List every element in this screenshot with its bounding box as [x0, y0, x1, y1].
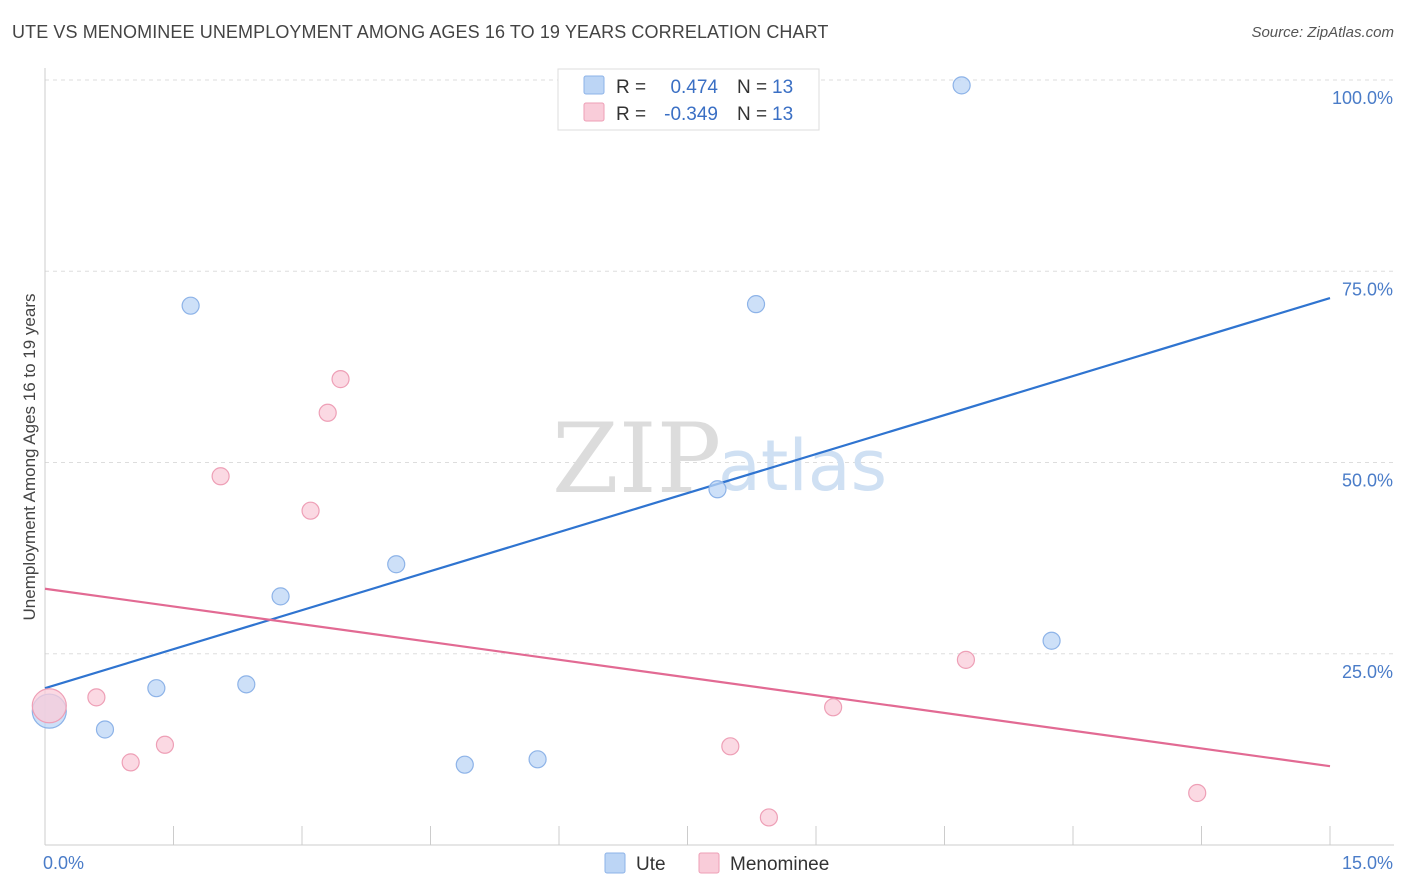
legend-swatch-menominee [583, 102, 605, 122]
point-menominee-8 [721, 737, 740, 756]
point-ute-5 [271, 587, 290, 606]
trend-line-menominee [44, 587, 1331, 768]
point-menominee-12 [1188, 783, 1207, 803]
legend-n-value-ute: 13 [772, 77, 793, 98]
point-menominee-5 [301, 501, 320, 520]
x-tick-label-15: 15.0% [1342, 853, 1393, 873]
legend-r-label-ute: R = [616, 77, 646, 98]
point-menominee-7 [331, 370, 350, 389]
point-menominee-1 [87, 688, 106, 707]
legend-r-value-menominee: -0.349 [664, 104, 718, 125]
point-ute-8 [528, 750, 547, 769]
point-ute-7 [455, 755, 474, 774]
point-menominee-4 [211, 467, 230, 486]
point-ute-4 [237, 675, 256, 694]
legend-n-label-menominee: N = [737, 104, 767, 125]
point-ute-1 [95, 720, 115, 739]
legend-r-label-menominee: R = [616, 104, 646, 125]
point-menominee-2 [121, 753, 140, 772]
trend-lines [44, 296, 1331, 768]
point-menominee-0 [31, 688, 67, 724]
legend-r-value-ute: 0.474 [670, 77, 718, 98]
bottom-legend-label-ute: Ute [636, 854, 666, 875]
point-menominee-6 [318, 403, 337, 422]
legend-swatch-ute [583, 75, 605, 95]
y-tick-label-50: 50.0% [1342, 471, 1393, 491]
point-menominee-9 [759, 808, 778, 827]
point-ute-12 [1042, 631, 1061, 650]
x-ticks [173, 826, 1331, 845]
y-tick-label-100: 100.0% [1332, 88, 1393, 108]
bottom-legend-swatch-ute [604, 852, 626, 874]
gridlines [45, 79, 1394, 655]
point-menominee-11 [956, 650, 976, 669]
chart-title: UTE VS MENOMINEE UNEMPLOYMENT AMONG AGES… [12, 22, 829, 42]
trend-line-ute [44, 296, 1331, 690]
legend-n-value-menominee: 13 [772, 104, 793, 125]
point-ute-2 [147, 679, 166, 698]
bottom-legend-swatch-menominee [698, 852, 720, 874]
point-ute-11 [952, 76, 971, 95]
y-tick-label-75: 75.0% [1342, 279, 1393, 299]
watermark-zip: ZIP [552, 403, 721, 515]
point-ute-9 [708, 480, 727, 499]
x-tick-labels: 0.0% 15.0% [43, 853, 1393, 873]
point-ute-3 [181, 296, 200, 315]
x-tick-label-0: 0.0% [43, 853, 84, 873]
top-legend: R = 0.474 N = 13 R = -0.349 N = 13 [557, 68, 820, 131]
point-menominee-10 [824, 698, 843, 717]
point-ute-6 [387, 555, 406, 574]
legend-n-label-ute: N = [737, 77, 767, 98]
watermark-atlas: atlas [718, 425, 887, 507]
y-tick-labels: 25.0% 50.0% 75.0% 100.0% [1332, 88, 1393, 682]
y-axis-title: Unemployment Among Ages 16 to 19 years [20, 294, 39, 621]
data-points [31, 76, 1207, 827]
bottom-legend-label-menominee: Menominee [730, 854, 829, 875]
bottom-legend: Ute Menominee [604, 852, 829, 875]
point-ute-10 [746, 295, 766, 314]
point-menominee-3 [155, 735, 175, 754]
watermark: ZIP atlas [552, 403, 887, 515]
source-label: Source: ZipAtlas.com [1251, 24, 1394, 41]
y-tick-label-25: 25.0% [1342, 662, 1393, 682]
